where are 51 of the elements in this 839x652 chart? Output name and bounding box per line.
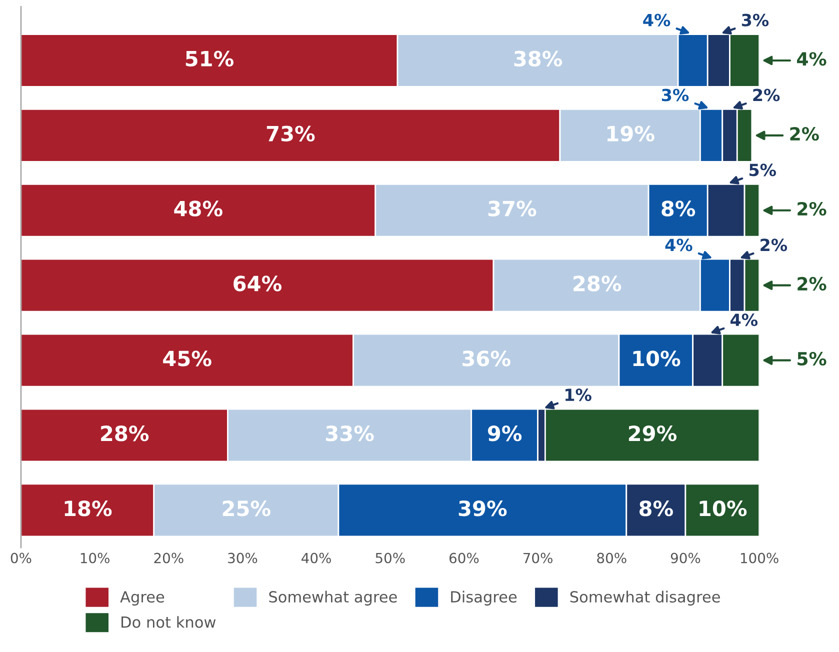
- x-tick-label: 10%: [80, 552, 110, 564]
- x-tick-label: 100%: [740, 552, 778, 564]
- x-tick-label: 60%: [450, 552, 479, 564]
- legend-label: Somewhat disagree: [570, 590, 720, 606]
- x-tick-label: 30%: [228, 552, 258, 564]
- data-label: 8%: [640, 500, 673, 516]
- x-tick-label: 90%: [670, 552, 700, 564]
- data-label: 4%: [730, 314, 758, 326]
- data-label: 2%: [798, 276, 826, 291]
- data-label: 5%: [798, 352, 826, 366]
- data-label: 25%: [222, 500, 270, 516]
- data-label: 73%: [266, 126, 315, 142]
- data-label: 3%: [662, 88, 689, 102]
- x-tick-label: 80%: [597, 552, 626, 564]
- data-label: 9%: [488, 426, 522, 442]
- x-tick-label: 40%: [302, 552, 331, 564]
- data-label: 51%: [186, 50, 234, 67]
- x-tick-label: 20%: [154, 552, 184, 564]
- data-label: 4%: [643, 14, 670, 26]
- data-label: 4%: [665, 238, 692, 252]
- data-label: 1%: [566, 388, 592, 402]
- data-label: 28%: [574, 276, 622, 292]
- data-label: 64%: [234, 276, 282, 292]
- x-tick-label: 70%: [524, 552, 552, 564]
- data-label: 19%: [608, 126, 654, 142]
- data-label: 28%: [101, 426, 149, 442]
- legend-label: Do not know: [122, 616, 216, 628]
- data-label: 33%: [326, 426, 374, 442]
- data-label: 45%: [163, 350, 212, 366]
- data-label: 10%: [633, 350, 680, 366]
- data-label: 18%: [64, 500, 112, 516]
- data-label: 38%: [514, 50, 562, 67]
- legend-label: Agree: [120, 591, 164, 606]
- data-label: 2%: [760, 238, 788, 252]
- data-label: 2%: [753, 88, 780, 102]
- x-tick-label: 50%: [376, 552, 405, 564]
- data-label: 2%: [798, 202, 826, 216]
- data-label: 2%: [790, 127, 819, 141]
- data-label: 48%: [174, 200, 222, 216]
- data-label: 8%: [662, 200, 696, 216]
- data-label: 10%: [700, 500, 747, 516]
- data-label: 36%: [462, 350, 510, 366]
- data-label: 5%: [750, 164, 776, 176]
- data-label: 4%: [797, 52, 826, 66]
- data-label: 37%: [488, 200, 536, 216]
- data-label: 3%: [742, 14, 769, 26]
- x-tick-label: 0%: [10, 552, 32, 564]
- legend-label: Somewhat agree: [269, 590, 397, 606]
- data-label: 39%: [458, 500, 507, 516]
- data-label: 29%: [628, 426, 677, 442]
- legend-label: Disagree: [451, 590, 517, 606]
